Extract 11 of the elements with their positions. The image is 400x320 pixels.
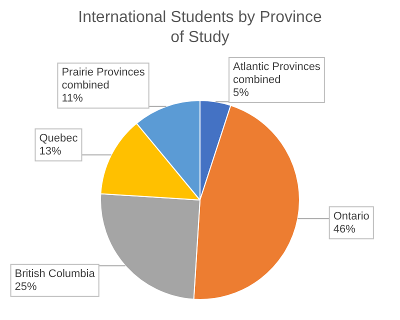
data-label: 46% (333, 223, 356, 236)
slice-label: Quebec (39, 132, 78, 144)
data-label: 11% (62, 92, 84, 105)
slice-label: Ontario (333, 210, 370, 222)
slice-label: Prairie Provinces combined (62, 66, 146, 92)
chart-title: International Students by Province of Study (77, 8, 323, 48)
slice-label: Atlantic Provinces combined (233, 61, 321, 86)
slice-label: British Columbia (14, 268, 96, 280)
data-label: 13% (39, 145, 62, 158)
data-label: 5% (233, 87, 250, 100)
data-label: 25% (14, 280, 38, 293)
